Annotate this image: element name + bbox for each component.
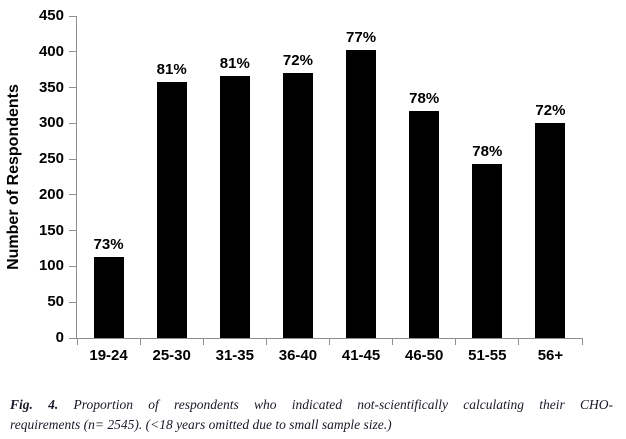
y-axis-tick: [69, 87, 77, 89]
bar-value-label: 78%: [472, 143, 503, 161]
bar-value-label: 72%: [282, 52, 313, 70]
x-axis-tick: [392, 338, 394, 345]
y-axis-tick-label: 200: [38, 185, 64, 203]
bar-value-label: 77%: [346, 28, 377, 46]
y-axis-tick: [69, 337, 77, 339]
y-axis-tick: [69, 265, 77, 267]
bar: [282, 73, 313, 338]
y-axis-tick: [69, 301, 77, 303]
caption-line-1-text: Proportion of respondents who indicated …: [73, 397, 614, 412]
y-axis-tick-label: 150: [38, 221, 64, 239]
caption-line-2: requirements (n= 2545). (<18 years omitt…: [10, 417, 392, 432]
x-axis-category-label: 56+: [537, 347, 564, 364]
bar-value-label: 81%: [156, 60, 187, 78]
y-axis-tick-label: 300: [38, 114, 64, 132]
caption-line-1: Fig. 4. Proportion of respondents who in…: [10, 395, 613, 415]
y-axis-tick-label: 350: [38, 78, 64, 96]
bar: [346, 49, 377, 338]
bar: [409, 111, 440, 338]
y-axis-tick-label: 450: [38, 7, 64, 24]
bar-chart-plot-area: 0 50 100 150 200 250 300 350 400 450 73% 19-24 81% 25…: [39, 7, 583, 364]
x-axis-category-label: 25-30: [152, 347, 191, 364]
y-axis-tick: [69, 230, 77, 232]
x-axis-tick: [139, 338, 141, 345]
x-axis-category-label: 46-50: [405, 347, 444, 364]
caption-figure-number: Fig. 4.: [10, 397, 59, 412]
y-axis-title: Number of Respondents: [5, 84, 22, 270]
y-axis-tick: [69, 15, 77, 17]
bar-value-label: 73%: [93, 236, 124, 254]
y-axis-tick: [69, 51, 77, 53]
x-axis-tick: [329, 338, 330, 345]
x-axis-category-label: 41-45: [341, 347, 381, 364]
x-axis-tick: [518, 338, 520, 345]
x-axis-category-label: 31-35: [215, 347, 254, 364]
x-axis-category-label: 51-55: [468, 347, 507, 364]
figure-caption: Fig. 4. Proportion of respondents who in…: [10, 395, 613, 435]
bar-value-label: 78%: [409, 90, 440, 108]
bar-value-label: 72%: [535, 102, 566, 120]
y-axis-tick-label: 250: [38, 150, 64, 168]
y-axis-tick: [69, 158, 77, 160]
bar: [472, 164, 503, 338]
bar: [156, 81, 187, 338]
x-axis-category-label: 19-24: [89, 347, 128, 364]
bar: [93, 257, 124, 338]
x-axis-tick: [265, 338, 267, 345]
bar: [535, 123, 566, 338]
x-axis-tick: [76, 338, 78, 345]
y-axis-tick: [69, 122, 77, 124]
x-axis-tick: [581, 338, 583, 345]
bar: [219, 76, 250, 338]
y-axis-tick-label: 50: [47, 293, 64, 311]
y-axis-tick-label: 0: [55, 329, 64, 346]
y-axis-tick-label: 400: [38, 42, 64, 60]
x-axis-tick: [202, 338, 204, 345]
x-axis-category-label: 36-40: [278, 347, 318, 364]
y-axis-tick-label: 100: [38, 257, 64, 275]
y-axis-tick: [69, 194, 77, 196]
bar-value-label: 81%: [219, 55, 250, 73]
x-axis-tick: [455, 338, 457, 345]
